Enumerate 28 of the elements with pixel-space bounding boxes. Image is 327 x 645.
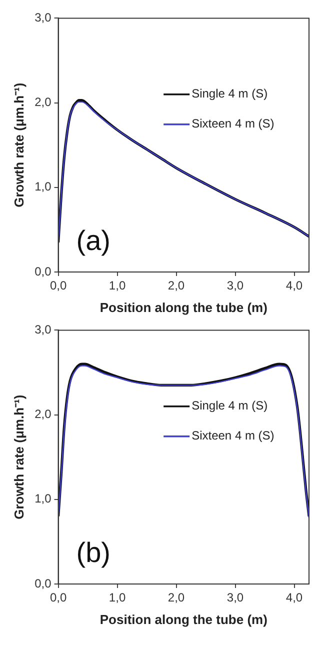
x-tick-label: 1,0 [108, 590, 126, 605]
x-tick-label: 4,0 [286, 278, 303, 293]
y-axis-title: Growth rate (μm.h⁻¹) [11, 394, 26, 520]
y-tick-label: 2,0 [34, 95, 52, 110]
y-axis-title: Growth rate (μm.h⁻¹) [11, 82, 26, 208]
x-tick-label: 2,0 [168, 590, 185, 605]
legend-label: Single 4 m (S) [192, 86, 268, 101]
annotation: (a) [76, 225, 111, 256]
y-tick-label: 0,0 [34, 576, 52, 590]
x-tick-label: 2,0 [168, 278, 185, 293]
legend-label: Sixteen 4 m (S) [192, 116, 274, 131]
y-tick-label: 0,0 [34, 264, 52, 278]
x-tick-label: 1,0 [108, 278, 126, 293]
x-tick-label: 4,0 [286, 590, 303, 605]
y-tick-label: 1,0 [34, 180, 52, 194]
x-tick-label: 0,0 [50, 278, 67, 293]
y-tick-label: 2,0 [34, 407, 52, 422]
y-tick-label: 1,0 [34, 492, 52, 506]
legend-label: Sixteen 4 m (S) [192, 428, 274, 443]
y-tick-label: 3,0 [34, 322, 52, 337]
x-tick-label: 0,0 [50, 590, 67, 605]
x-axis-title: Position along the tube (m) [100, 612, 268, 627]
annotation: (b) [76, 537, 111, 568]
y-tick-label: 3,0 [34, 10, 52, 25]
legend-label: Single 4 m (S) [192, 398, 268, 413]
x-tick-label: 3,0 [226, 278, 244, 293]
x-tick-label: 3,0 [226, 590, 244, 605]
x-axis-title: Position along the tube (m) [100, 300, 268, 315]
